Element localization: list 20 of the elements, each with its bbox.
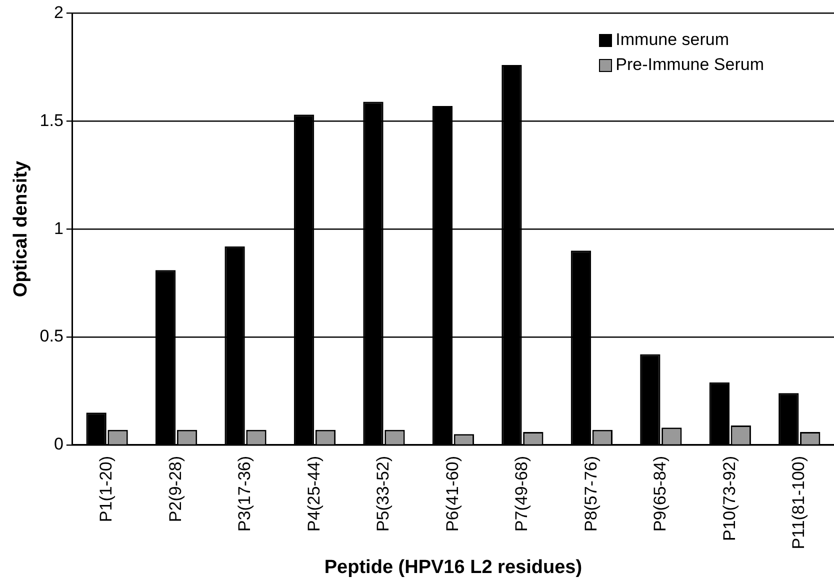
legend-label: Immune serum: [616, 30, 730, 50]
x-tick-label: P5(33-52): [374, 456, 393, 532]
x-tick-label: P1(1-20): [96, 456, 116, 522]
x-tick-label: P4(25-44): [304, 456, 324, 532]
y-tick-label: 0.5: [40, 326, 64, 346]
y-tick-label: 0: [54, 434, 64, 454]
y-tick-label: 1: [54, 218, 64, 238]
x-tick-label: P7(49-68): [512, 456, 532, 532]
x-tick-label: P9(65-84): [650, 456, 670, 532]
y-axis-title: Optical density: [10, 160, 32, 298]
x-tick-label: P3(17-36): [235, 456, 254, 532]
x-tick-label: P8(57-76): [581, 456, 600, 532]
x-tick-label: P10(73-92): [720, 456, 739, 542]
x-tick-label: P2(9-28): [166, 456, 185, 522]
legend-label: Pre-Immune Serum: [616, 55, 764, 75]
y-tick-label: 1.5: [40, 110, 64, 130]
y-tick-label: 2: [54, 2, 64, 22]
x-axis-title: Peptide (HPV16 L2 residues): [324, 556, 582, 578]
x-tick-label: P11(81-100): [789, 456, 808, 550]
x-tick-label: P6(41-60): [442, 456, 462, 532]
